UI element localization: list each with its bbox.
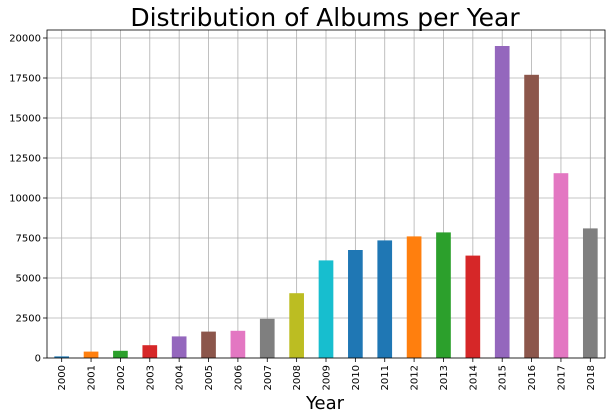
bar-2001 xyxy=(83,351,99,358)
y-tick-label: 7500 xyxy=(16,234,41,245)
y-tick-label: 12500 xyxy=(9,154,41,165)
y-tick-label: 2500 xyxy=(16,314,41,325)
y-tick-label: 0 xyxy=(35,354,41,365)
bar-2013 xyxy=(436,232,451,358)
bar-2016 xyxy=(524,74,539,359)
y-tick-label: 17500 xyxy=(9,74,41,85)
y-tick-label: 20000 xyxy=(9,34,41,45)
y-tick-label: 10000 xyxy=(9,194,41,205)
y-tick-label: 5000 xyxy=(16,274,41,285)
bar-2009 xyxy=(318,260,334,358)
bar-2011 xyxy=(377,240,393,358)
x-tick-label: 2018 xyxy=(586,365,597,390)
chart-title: Distribution of Albums per Year xyxy=(130,3,520,32)
x-tick-label: 2000 xyxy=(57,365,68,390)
bar-2010 xyxy=(348,250,363,358)
bar-2005 xyxy=(201,331,216,358)
bar-2017 xyxy=(553,173,569,358)
x-tick-label: 2007 xyxy=(263,365,274,390)
x-tick-label: 2011 xyxy=(380,365,391,390)
bar-2012 xyxy=(406,236,422,358)
x-tick-label: 2001 xyxy=(87,365,98,390)
bar-2000 xyxy=(54,356,70,358)
bar-2018 xyxy=(582,228,598,358)
x-tick-label: 2016 xyxy=(527,365,538,390)
x-tick-label: 2010 xyxy=(351,365,362,390)
x-tick-label: 2004 xyxy=(175,365,186,390)
x-tick-label: 2014 xyxy=(468,365,479,390)
x-tick-label: 2005 xyxy=(204,365,215,390)
x-tick-label: 2002 xyxy=(116,365,127,390)
x-axis-ticks: 2000 2001 2002 2003 2004 2005 2006 2007 2008 2009… xyxy=(57,358,597,390)
bar-2006 xyxy=(230,330,246,358)
x-tick-label: 2006 xyxy=(233,365,244,390)
bar-2004 xyxy=(171,336,187,358)
bars xyxy=(54,46,598,359)
y-tick-label: 15000 xyxy=(9,114,41,125)
x-tick-label: 2013 xyxy=(439,365,450,390)
bar-2014 xyxy=(465,255,481,358)
x-tick-label: 2008 xyxy=(292,365,303,390)
x-tick-label: 2017 xyxy=(556,365,567,390)
x-tick-label: 2009 xyxy=(322,365,333,390)
x-tick-label: 2015 xyxy=(498,365,509,390)
bar-2008 xyxy=(289,293,304,358)
bar-2015 xyxy=(494,46,510,358)
bar-2003 xyxy=(142,345,158,358)
x-axis-label: Year xyxy=(305,393,345,414)
y-axis-ticks: 0 2500 5000 7500 10000 12500 15000 17500 20000 xyxy=(9,34,47,365)
bar-2002 xyxy=(113,350,128,358)
bar-2007 xyxy=(259,318,275,358)
x-tick-label: 2012 xyxy=(410,365,421,390)
x-tick-label: 2003 xyxy=(145,365,156,390)
